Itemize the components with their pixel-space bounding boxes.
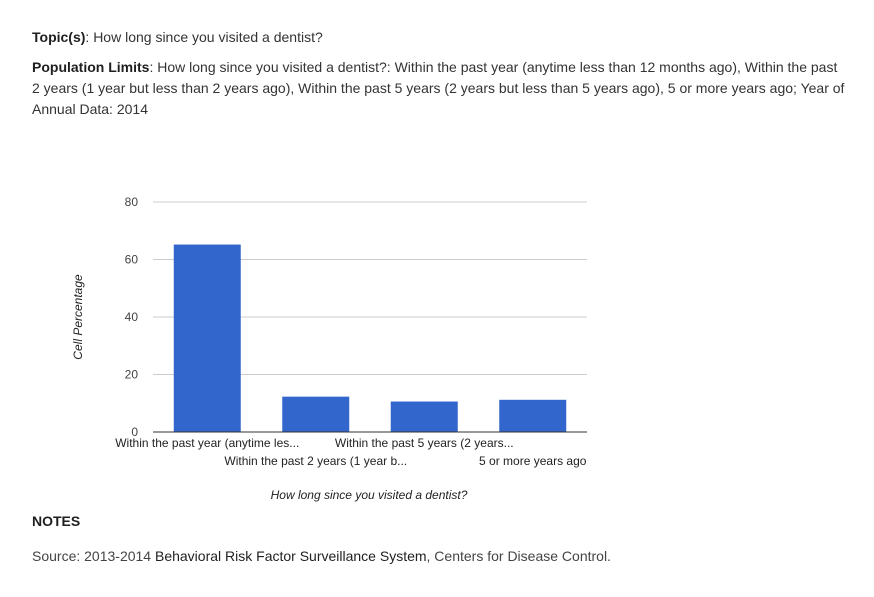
population-limits-value: How long since you visited a dentist?: W…: [32, 59, 845, 117]
notes-heading: NOTES: [32, 513, 81, 529]
source-suffix: , Centers for Disease Control.: [426, 548, 611, 564]
y-tick-label: 40: [125, 310, 139, 324]
population-limits-sep: :: [149, 59, 158, 75]
population-limits-label: Population Limits: [32, 59, 150, 75]
topic-sep: :: [85, 29, 94, 45]
y-tick-label: 60: [125, 253, 139, 267]
population-limits: Population Limits: How long since you vi…: [32, 57, 847, 120]
x-axis-title: How long since you visited a dentist?: [271, 488, 468, 502]
bars: [173, 244, 567, 432]
source-line: Source: 2013-2014 Behavioral Risk Factor…: [32, 548, 611, 564]
topic-label: Topic(s): [32, 29, 86, 45]
bar[interactable]: [390, 401, 458, 432]
topic-line: Topic(s): How long since you visited a d…: [32, 27, 847, 48]
source-org-link[interactable]: Behavioral Risk Factor Surveillance Syst…: [154, 548, 427, 564]
x-tick-label: Within the past year (anytime les...: [115, 436, 299, 450]
topic-value: How long since you visited a dentist?: [93, 29, 323, 45]
y-tick-label: 80: [125, 195, 139, 209]
bar[interactable]: [173, 244, 241, 432]
bar[interactable]: [282, 396, 350, 432]
y-tick-label: 20: [125, 368, 139, 382]
source-prefix: Source: 2013-2014: [32, 548, 155, 564]
x-tick-label: 5 or more years ago: [479, 454, 587, 468]
x-tick-label: Within the past 2 years (1 year b...: [224, 454, 407, 468]
y-tick-labels: 0 20 40 60 80: [125, 195, 139, 439]
y-axis-title: Cell Percentage: [71, 274, 85, 360]
bar[interactable]: [499, 399, 567, 432]
y-tick-label: 0: [131, 425, 138, 439]
bar-chart: 0 20 40 60 80 Within the past year (anytime …: [71, 195, 587, 502]
x-tick-label: Within the past 5 years (2 years...: [335, 436, 514, 450]
x-tick-labels: Within the past year (anytime les... With…: [115, 436, 587, 468]
